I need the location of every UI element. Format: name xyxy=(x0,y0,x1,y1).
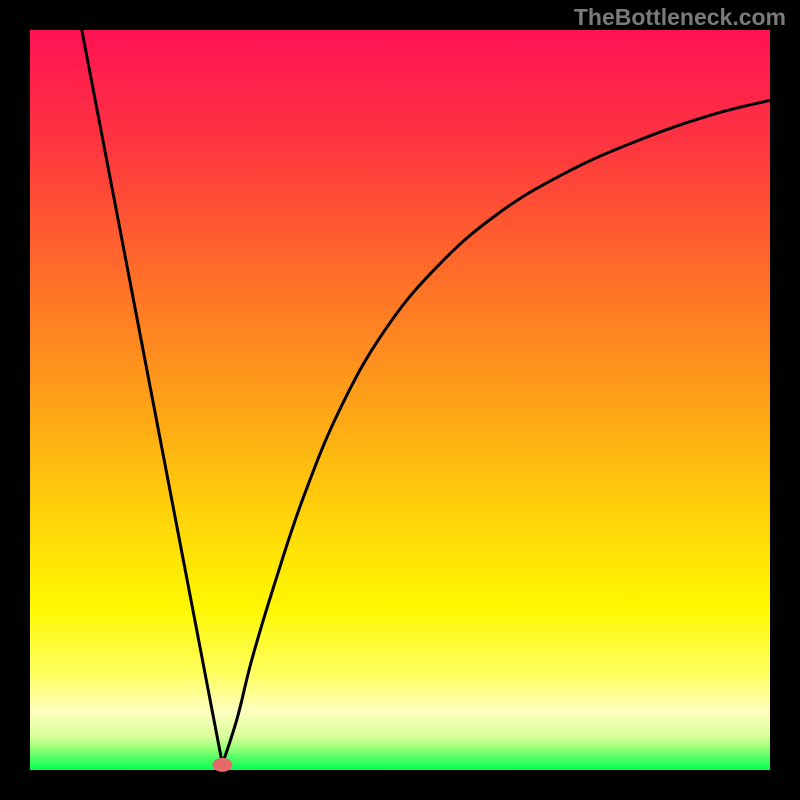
gradient-background xyxy=(30,30,770,770)
watermark-text: TheBottleneck.com xyxy=(574,4,786,31)
plot-area xyxy=(30,30,770,770)
plot-svg xyxy=(30,30,770,770)
minimum-marker xyxy=(212,758,232,772)
chart-frame: TheBottleneck.com xyxy=(0,0,800,800)
